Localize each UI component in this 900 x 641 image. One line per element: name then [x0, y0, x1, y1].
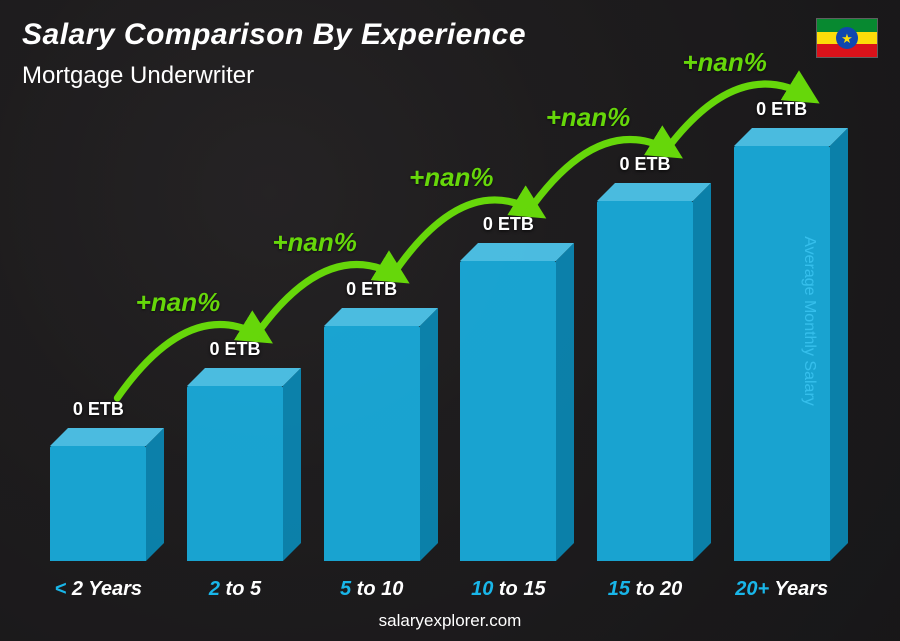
x-category-rest: to 5 [220, 578, 261, 600]
bar-front [187, 386, 283, 561]
x-category-highlight: 10 [471, 578, 493, 600]
x-category-highlight: 5 [340, 578, 351, 600]
bar-side [420, 308, 438, 561]
bar-value-label: 0 ETB [565, 154, 725, 175]
x-category-label: 10 to 15 [471, 578, 546, 601]
bar [597, 201, 693, 561]
x-category-rest: 2 Years [66, 578, 142, 600]
bar-value-label: 0 ETB [428, 214, 588, 235]
pct-change-label: +nan% [136, 287, 221, 318]
footer-source: salaryexplorer.com [0, 611, 900, 631]
x-category-highlight: 2 [209, 578, 220, 600]
pct-change-label: +nan% [272, 227, 357, 258]
x-category-rest: to 20 [630, 578, 682, 600]
bar-front [597, 201, 693, 561]
bar-wrap: 0 ETB5 to 10 [303, 140, 440, 561]
pct-change-label: +nan% [546, 102, 631, 133]
x-category-label: 2 to 5 [209, 578, 261, 601]
bar-side [556, 243, 574, 561]
bar-side [693, 183, 711, 561]
bar [324, 326, 420, 561]
x-category-highlight: 15 [608, 578, 630, 600]
bar-value-label: 0 ETB [702, 99, 862, 120]
x-category-label: 20+ Years [735, 578, 828, 601]
bar-value-label: 0 ETB [292, 279, 452, 300]
bar-wrap: 0 ETB2 to 5 [167, 140, 304, 561]
bar [460, 261, 556, 561]
bar-front [324, 326, 420, 561]
chart-title: Salary Comparison By Experience [22, 18, 526, 52]
bar-front [734, 146, 830, 561]
bar-side [283, 368, 301, 561]
bar-front [50, 446, 146, 561]
x-category-label: 15 to 20 [608, 578, 683, 601]
chart-subtitle: Mortgage Underwriter [22, 62, 254, 90]
bar-wrap: 0 ETB15 to 20 [577, 140, 714, 561]
bar-side [146, 428, 164, 561]
bar-value-label: 0 ETB [18, 399, 178, 420]
ethiopia-flag-icon: ★ [816, 18, 878, 58]
bar [50, 446, 146, 561]
bar-wrap: 0 ETB10 to 15 [440, 140, 577, 561]
bar [187, 386, 283, 561]
flag-star-icon: ★ [841, 32, 853, 45]
x-category-highlight: < [55, 578, 67, 600]
x-category-label: < 2 Years [55, 578, 142, 601]
x-category-rest: to 10 [351, 578, 403, 600]
flag-emblem: ★ [836, 27, 858, 49]
pct-change-label: +nan% [409, 162, 494, 193]
bar-side [830, 128, 848, 561]
x-category-highlight: 20+ [735, 578, 769, 600]
bar-wrap: 0 ETB< 2 Years [30, 140, 167, 561]
bar-wrap: 0 ETB20+ Years [713, 140, 850, 561]
bar-top [324, 308, 438, 326]
bar-chart: 0 ETB< 2 Years0 ETB2 to 50 ETB5 to 100 E… [30, 140, 850, 561]
pct-change-label: +nan% [682, 47, 767, 78]
infographic-stage: Salary Comparison By Experience Mortgage… [0, 0, 900, 641]
x-category-label: 5 to 10 [340, 578, 403, 601]
bar-front [460, 261, 556, 561]
bar-value-label: 0 ETB [155, 339, 315, 360]
bar [734, 146, 830, 561]
x-category-rest: to 15 [493, 578, 545, 600]
bar-group: 0 ETB< 2 Years0 ETB2 to 50 ETB5 to 100 E… [30, 140, 850, 561]
bar-top [734, 128, 848, 146]
x-category-rest: Years [769, 578, 828, 600]
